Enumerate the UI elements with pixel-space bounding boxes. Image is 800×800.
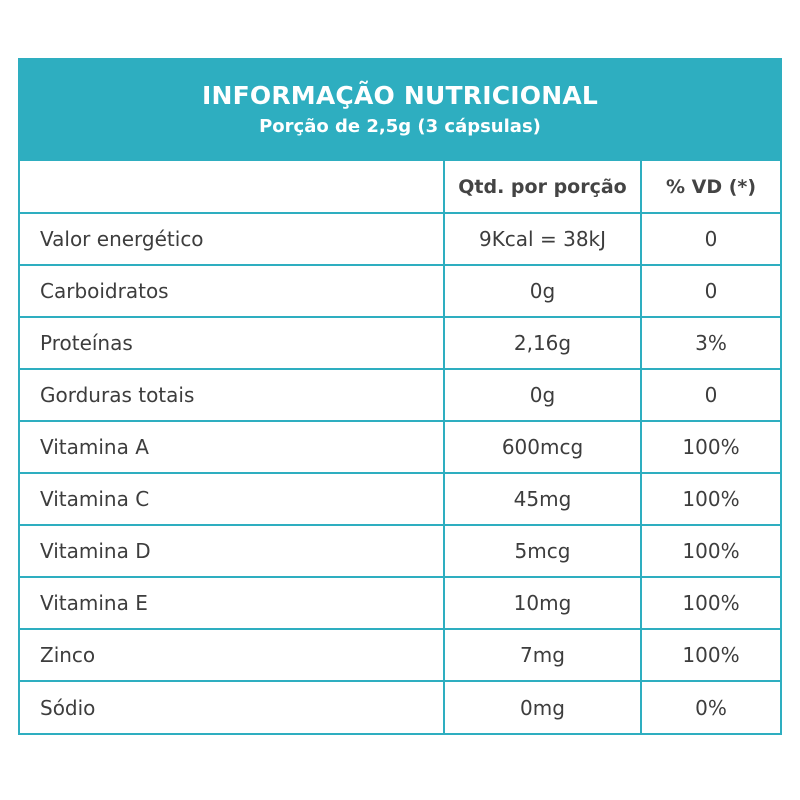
- nutrient-dv: 0%: [640, 680, 780, 733]
- table-row: Carboidratos 0g 0: [20, 264, 780, 317]
- table-row: Valor energético 9Kcal = 38kJ 0: [20, 212, 780, 265]
- nutrient-dv: 0: [640, 264, 780, 317]
- nutrient-amount: 5mcg: [443, 524, 641, 577]
- nutrient-name: Zinco: [20, 628, 444, 681]
- nutrient-name: Carboidratos: [20, 264, 444, 317]
- nutrient-name: Sódio: [20, 680, 444, 733]
- nutrient-dv: 100%: [640, 576, 780, 629]
- nutrition-table: Qtd. por porção % VD (*) Valor energétic…: [20, 161, 780, 733]
- nutrition-title: INFORMAÇÃO NUTRICIONAL: [201, 81, 598, 110]
- table-row: Vitamina D 5mcg 100%: [20, 524, 780, 577]
- column-header-dv: % VD (*): [640, 161, 780, 213]
- nutrition-header: INFORMAÇÃO NUTRICIONAL Porção de 2,5g (3…: [20, 60, 780, 161]
- serving-size-subtitle: Porção de 2,5g (3 cápsulas): [259, 116, 541, 137]
- column-header-nutrient: [20, 161, 444, 213]
- nutrient-amount: 0g: [443, 368, 641, 421]
- table-header-row: Qtd. por porção % VD (*): [20, 161, 780, 213]
- table-row: Gorduras totais 0g 0: [20, 368, 780, 421]
- nutrient-name: Vitamina C: [20, 472, 444, 525]
- nutrient-dv: 0: [640, 212, 780, 265]
- nutrient-amount: 600mcg: [443, 420, 641, 473]
- table-row: Proteínas 2,16g 3%: [20, 316, 780, 369]
- nutrient-dv: 100%: [640, 472, 780, 525]
- nutrient-amount: 2,16g: [443, 316, 641, 369]
- table-row: Vitamina E 10mg 100%: [20, 576, 780, 629]
- nutrient-dv: 3%: [640, 316, 780, 369]
- nutrient-amount: 45mg: [443, 472, 641, 525]
- nutrient-dv: 100%: [640, 524, 780, 577]
- nutrient-amount: 9Kcal = 38kJ: [443, 212, 641, 265]
- nutrient-amount: 10mg: [443, 576, 641, 629]
- nutrient-dv: 0: [640, 368, 780, 421]
- column-header-amount: Qtd. por porção: [443, 161, 641, 213]
- nutrient-amount: 7mg: [443, 628, 641, 681]
- nutrient-name: Vitamina E: [20, 576, 444, 629]
- nutrient-dv: 100%: [640, 420, 780, 473]
- nutrient-name: Vitamina A: [20, 420, 444, 473]
- table-row: Sódio 0mg 0%: [20, 680, 780, 733]
- nutrient-amount: 0g: [443, 264, 641, 317]
- table-row: Zinco 7mg 100%: [20, 628, 780, 681]
- nutrient-name: Proteínas: [20, 316, 444, 369]
- table-row: Vitamina A 600mcg 100%: [20, 420, 780, 473]
- nutrition-facts-panel: INFORMAÇÃO NUTRICIONAL Porção de 2,5g (3…: [18, 58, 782, 735]
- nutrient-amount: 0mg: [443, 680, 641, 733]
- nutrient-name: Gorduras totais: [20, 368, 444, 421]
- table-row: Vitamina C 45mg 100%: [20, 472, 780, 525]
- nutrient-dv: 100%: [640, 628, 780, 681]
- nutrient-name: Vitamina D: [20, 524, 444, 577]
- nutrient-name: Valor energético: [20, 212, 444, 265]
